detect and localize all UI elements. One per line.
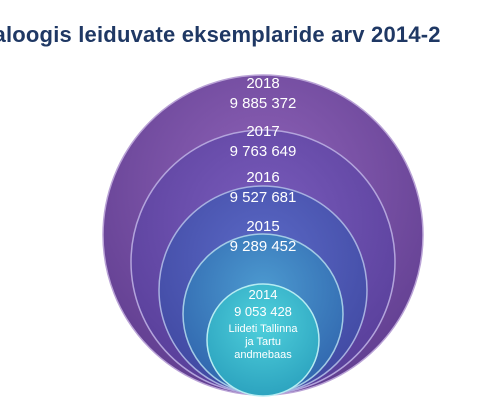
ring-2018-year: 2018 [246, 75, 279, 92]
ring-2014-note-line-2: ja Tartu [244, 336, 281, 348]
ring-2014-note-line-1: Liideti Tallinna [229, 323, 299, 335]
ring-2015-year: 2015 [246, 218, 279, 235]
ring-2014-value: 9 053 428 [234, 304, 292, 319]
slide-title: taloogis leiduvate eksemplaride arv 2014… [0, 22, 441, 47]
ring-2014-note-line-3: andmebaas [234, 349, 292, 361]
ring-2016-year: 2016 [246, 169, 279, 186]
ring-2014 [206, 283, 320, 397]
ring-2017-value: 9 763 649 [230, 143, 297, 160]
ring-2016-value: 9 527 681 [230, 189, 297, 206]
ring-2017-year: 2017 [246, 123, 279, 140]
ring-2015-value: 9 289 452 [230, 238, 297, 255]
ring-2018-value: 9 885 372 [230, 95, 297, 112]
ring-2014-year: 2014 [249, 287, 278, 302]
